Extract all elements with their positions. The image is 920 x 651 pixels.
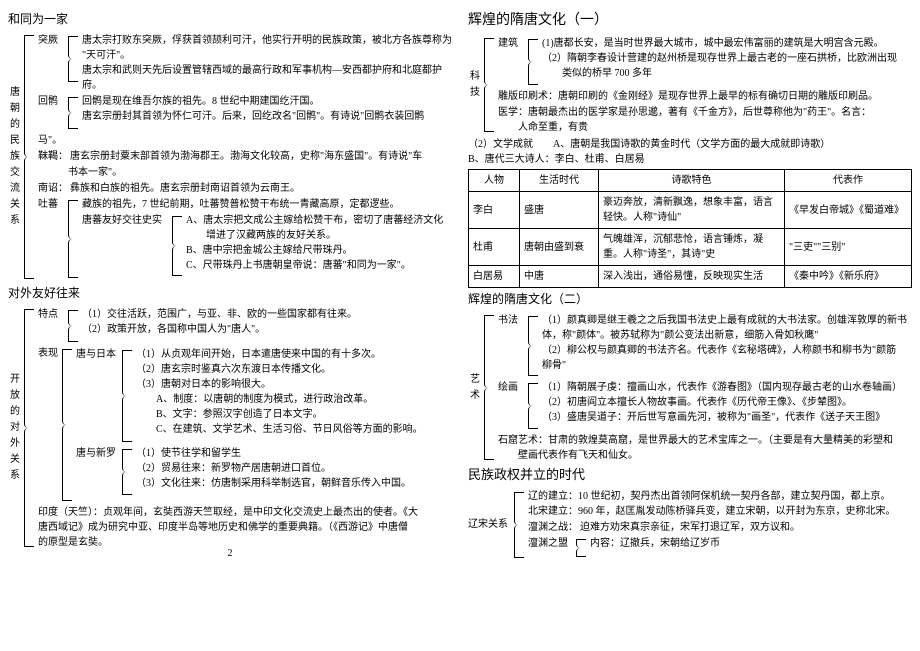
shufa-label: 书法	[498, 313, 526, 328]
th-3: 代表作	[785, 170, 912, 192]
diaoban-label: 雕版印刷术：	[498, 89, 558, 104]
table-row: 白居易 中唐 深入浅出，通俗易懂，反映现实生活 《秦中吟》《新乐府》	[469, 266, 912, 288]
right-title-2: 辉煌的隋唐文化（二）	[468, 290, 912, 308]
japan-label: 唐与日本	[76, 347, 120, 362]
tujue-l1: 唐太宗打败东突厥，俘获首领颉利可汗，他实行开明的民族政策，被北方各族尊称为	[82, 33, 452, 48]
chanmeng-txt: 内容：辽撤兵，宋朝给辽岁币	[590, 536, 912, 551]
chanzhan-txt: 迫难方劝宋真宗亲征，宋军打退辽军，双方议和。	[580, 520, 912, 535]
tang-label: 唐朝 的民 族交 流关 系	[8, 32, 22, 282]
japan-inf-c: C、在建筑、文学艺术、生活习俗、节日风俗等方面的影响。	[156, 422, 452, 437]
liao-l2: 北宋建立：960 年，赵匡胤发动陈桥驿兵变，建立宋朝，以开封为东京，史称北宋。	[528, 504, 912, 519]
biaoxian-label: 表现	[38, 346, 60, 361]
jianzhu-l1: (1)唐都长安，是当时世界最大城市，城中最宏伟富丽的建筑是大明宫含元殿。	[542, 36, 912, 51]
nanzhao-txt: 彝族和白族的祖先。唐玄宗册封南诏首领为云南王。	[70, 181, 452, 196]
keji-label: 科技	[468, 35, 482, 135]
tubo-ts-label: 唐蕃友好交往史实	[82, 213, 170, 228]
right-title-1: 辉煌的隋唐文化（一）	[468, 10, 912, 31]
huihe-label: 回鹘	[38, 94, 66, 109]
tujue-label: 突厥	[38, 33, 66, 48]
japan-l1: （1）从贞观年间开始，日本遣唐使来中国的有十多次。	[136, 347, 452, 362]
huihua-l2: （2）初唐阎立本擅长人物故事画。代表作《历代帝王像》、《步辇图》。	[542, 395, 912, 410]
keji-block: 科技 建筑 (1)唐都长安，是当时世界最大城市，城中最宏伟富丽的建筑是大明宫含元…	[468, 35, 912, 135]
waiwang-block: 开放 的对 外关 系 特点 （1）交往活跃，范围广，与亚、非、欧的一些国家都有往…	[8, 306, 452, 550]
wenxue-line: （2）文学成就 A、唐朝是我国诗歌的黄金时代（文学方面的最大成就即诗歌）	[468, 137, 912, 152]
liao-l1: 辽的建立：10 世纪初，契丹杰出首领阿保机统一契丹各部，建立契丹国，都上京。	[528, 489, 912, 504]
right-column: 辉煌的隋唐文化（一） 科技 建筑 (1)唐都长安，是当时世界最大城市，城中最宏伟…	[468, 8, 912, 563]
shufa-l1: （1）颜真卿是继王羲之之后我国书法史上最有成就的大书法家。创雄浑敦厚的新书	[542, 313, 912, 328]
xinluo-l1: （1）使节往学和留学生	[136, 446, 452, 461]
xinluo-label: 唐与新罗	[76, 446, 120, 461]
mohe-tail: 书本一家"。	[38, 165, 452, 180]
tedian-l2: （2）政策开放，各国称中国人为"唐人"。	[82, 322, 452, 337]
right-title-3: 民族政权并立的时代	[468, 465, 912, 485]
left-title-1: 和同为一家	[8, 10, 452, 28]
india-l3: 的原型是玄奘。	[38, 535, 452, 550]
table-row: 李白 盛唐 豪迈奔放，清新飘逸，想象丰富，语言轻快。人称"诗仙" 《早发白帝城》…	[469, 192, 912, 229]
yishu-block: 艺术 书法 （1）颜真卿是继王羲之之后我国书法史上最有成就的大书法家。创雄浑敦厚…	[468, 312, 912, 463]
yixue-l1: 医学：唐朝最杰出的医学家是孙思邈，著有《千金方》，后世尊称他为"药王"。名言：	[498, 105, 912, 120]
jianzhu-l3: 类似的桥早 700 多年	[542, 66, 912, 81]
mohe-txt: 唐玄宗册封粟末部首领为渤海郡王。渤海文化较高，史称"海东盛国"。有诗说"车	[70, 149, 452, 164]
xinluo-l2: （2）贸易往来：新罗物产居唐朝进口首位。	[136, 461, 452, 476]
left-title-2: 对外友好往来	[8, 284, 452, 302]
nanzhao-label: 南诏：	[38, 181, 70, 196]
tang-minzu-block: 唐朝 的民 族交 流关 系 突厥 唐太宗打败东突厥，俘获首领颉利可汗，他实行开明…	[8, 32, 452, 282]
shufa-l1b: 体，称"颜体"。被苏轼称为"颜公变法出新意，细筋入骨如秋鹰"	[542, 328, 912, 343]
tujue-l3: 唐太宗和武则天先后设置管辖西域的最高行政和军事机构—安西都护府和北庭都护府。	[82, 63, 452, 93]
yishu-label: 艺术	[468, 312, 482, 463]
page-number: 2	[228, 546, 233, 561]
table-row: 杜甫 唐朝由盛到衰 气魄雄浑，沉郁悲怆，语言锤炼，凝重。人称"诗圣"，其诗"史 …	[469, 229, 912, 266]
shufa-l2b: 柳骨"	[542, 358, 912, 373]
diaoban-txt: 唐朝印刷的《金刚经》是现存世界上最早的标有确切日期的雕版印刷品。	[558, 89, 912, 104]
chanmeng-label: 澶渊之盟	[528, 536, 574, 551]
th-2: 诗歌特色	[599, 170, 785, 192]
japan-inf-b: B、文字：参照汉字创造了日本文字。	[156, 407, 452, 422]
liaosong-block: 辽宋关系 辽的建立：10 世纪初，契丹杰出首领阿保机统一契丹各部，建立契丹国，都…	[468, 489, 912, 561]
huihe-tail: 马"。	[38, 133, 452, 148]
jianzhu-label: 建筑	[498, 36, 526, 51]
th-0: 人物	[469, 170, 520, 192]
india-l2: 唐西域记》成为研究中亚、印度半岛等地历史和佛学的重要典籍。（《西游记》中唐僧	[38, 520, 452, 535]
poets-table: 人物 生活时代 诗歌特色 代表作 李白 盛唐 豪迈奔放，清新飘逸，想象丰富，语言…	[468, 169, 912, 288]
tujue-l2: "天可汗"。	[82, 48, 452, 63]
poets-line: B、唐代三大诗人：李白、杜甫、白居易	[468, 152, 912, 167]
shiku-l2: 壁画代表作有飞天和仙女。	[498, 448, 912, 463]
japan-l3: （3）唐朝对日本的影响很大。	[136, 377, 452, 392]
yixue-l2: 人命至重，有贵	[498, 120, 912, 135]
th-1: 生活时代	[520, 170, 599, 192]
mohe-label: 靺鞨：	[38, 149, 70, 164]
huihe-l2: 唐玄宗册封其首领为怀仁可汗。后来，回纥改名"回鹘"。有诗说"回鹘衣装回鹘	[82, 109, 452, 124]
huihe-l1: 回鹘是现在维吾尔族的祖先。8 世纪中期建国纥汗国。	[82, 94, 452, 109]
chanzhan-label: 澶渊之战：	[528, 520, 580, 535]
huihua-l1: （1）隋朝展子虔：擅画山水，代表作《游春图》（国内现存最古老的山水卷轴画）	[542, 380, 912, 395]
tedian-l1: （1）交往活跃，范围广，与亚、非、欧的一些国家都有往来。	[82, 307, 452, 322]
tedian-label: 特点	[38, 307, 66, 322]
japan-inf-a: A、制度：以唐朝的制度为模式，进行政治改革。	[156, 392, 452, 407]
left-column: 和同为一家 唐朝 的民 族交 流关 系 突厥 唐太宗打败东突厥，俘获首领颉利可汗…	[8, 8, 452, 563]
liaosong-label: 辽宋关系	[468, 489, 512, 561]
tubo-label: 吐蕃	[38, 197, 66, 212]
japan-l2: （2）唐玄宗时鉴真六次东渡日本传播文化。	[136, 362, 452, 377]
huihua-l3: （3）盛唐吴道子：开后世写意画先河，被称为"画圣"，代表作《送子天王图》	[542, 410, 912, 425]
huihua-label: 绘画	[498, 380, 526, 395]
shufa-l2: （2）柳公权与颜真卿的书法齐名。代表作《玄秘塔碑》，人称颜书和柳书为"颜筋	[542, 343, 912, 358]
tubo-ts-c: C、尺带珠丹上书唐朝皇帝说：唐蕃"和同为一家"。	[186, 258, 452, 273]
tubo-ts-b: B、唐中宗把金城公主嫁给尺带珠丹。	[186, 243, 452, 258]
ww-label: 开放 的对 外关 系	[8, 306, 22, 550]
tubo-t1: 藏族的祖先，7 世纪前期，吐蕃赞普松赞干布统一青藏高原，定都逻些。	[82, 197, 452, 212]
shiku-l1: 石窟艺术：甘肃的敦煌莫高窟，是世界最大的艺术宝库之一。（主要是有大量精美的彩塑和	[498, 433, 912, 448]
jianzhu-l2: （2）隋朝李春设计营建的赵州桥是现存世界上最古老的一座石拱桥，比欧洲出现	[542, 51, 912, 66]
tubo-ts-a2: 增进了汉藏两族的友好关系。	[186, 228, 452, 243]
xinluo-l3: （3）文化往来：仿唐制采用科举制选官，朝鲜音乐传入中国。	[136, 476, 452, 491]
india-l1: 印度（天竺）：贞观年间，玄奘西游天竺取经，是中印文化交流史上最杰出的使者。《大	[38, 505, 452, 520]
tubo-ts-a: A、唐太宗把文成公主嫁给松赞干布，密切了唐蕃经济文化	[186, 213, 452, 228]
